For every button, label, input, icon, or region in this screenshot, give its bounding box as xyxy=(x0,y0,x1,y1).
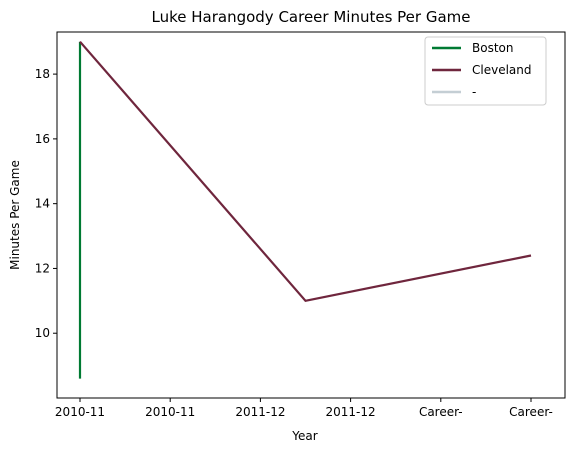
y-tick-label: 12 xyxy=(35,261,50,275)
x-tick-label: 2010-11 xyxy=(145,405,195,419)
legend-label-3: - xyxy=(472,85,476,99)
y-axis-label: Minutes Per Game xyxy=(8,160,22,270)
legend-label-1: Boston xyxy=(472,41,513,55)
x-tick-label: Career- xyxy=(419,405,463,419)
legend: Boston Cleveland - xyxy=(425,37,546,105)
y-tick-label: 18 xyxy=(35,67,50,81)
y-tick-label: 10 xyxy=(35,326,50,340)
y-axis: 10 12 14 16 18 xyxy=(35,67,57,340)
legend-label-2: Cleveland xyxy=(472,63,532,77)
x-tick-label: 2010-11 xyxy=(55,405,105,419)
x-axis: 2010-11 2010-11 2011-12 2011-12 Career- Caree… xyxy=(55,398,553,419)
chart-title: Luke Harangody Career Minutes Per Game xyxy=(152,8,471,26)
y-tick-label: 14 xyxy=(35,197,50,211)
y-tick-label: 16 xyxy=(35,132,50,146)
x-tick-label: 2011-12 xyxy=(326,405,376,419)
x-tick-label: Career- xyxy=(509,405,553,419)
x-axis-label: Year xyxy=(291,429,317,443)
x-tick-label: 2011-12 xyxy=(235,405,285,419)
